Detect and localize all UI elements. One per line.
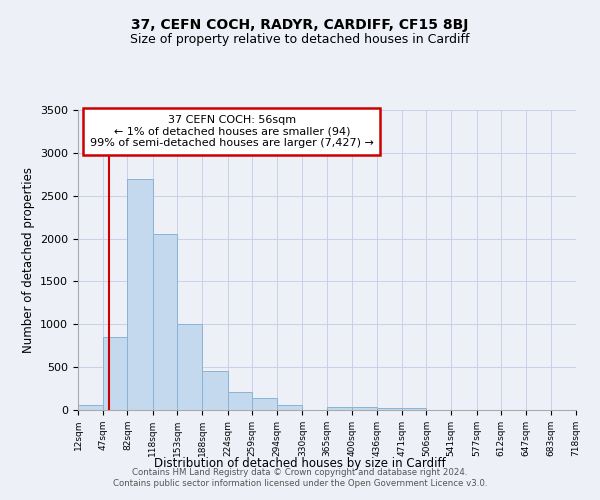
Y-axis label: Number of detached properties: Number of detached properties: [22, 167, 35, 353]
Text: Distribution of detached houses by size in Cardiff: Distribution of detached houses by size …: [154, 458, 446, 470]
Bar: [103, 337, 127, 410]
Bar: [327, 407, 352, 410]
Bar: [227, 392, 252, 410]
Bar: [78, 405, 103, 410]
Bar: [252, 398, 277, 410]
Bar: [277, 406, 302, 410]
Bar: [178, 324, 202, 410]
Bar: [202, 371, 227, 410]
Bar: [402, 408, 427, 410]
Bar: [377, 408, 402, 410]
Text: Contains HM Land Registry data © Crown copyright and database right 2024.
Contai: Contains HM Land Registry data © Crown c…: [113, 468, 487, 487]
Bar: [352, 408, 377, 410]
Text: Size of property relative to detached houses in Cardiff: Size of property relative to detached ho…: [130, 32, 470, 46]
Text: 37 CEFN COCH: 56sqm
← 1% of detached houses are smaller (94)
99% of semi-detache: 37 CEFN COCH: 56sqm ← 1% of detached hou…: [90, 115, 374, 148]
Bar: [153, 234, 178, 410]
Bar: [127, 178, 153, 410]
Text: 37, CEFN COCH, RADYR, CARDIFF, CF15 8BJ: 37, CEFN COCH, RADYR, CARDIFF, CF15 8BJ: [131, 18, 469, 32]
